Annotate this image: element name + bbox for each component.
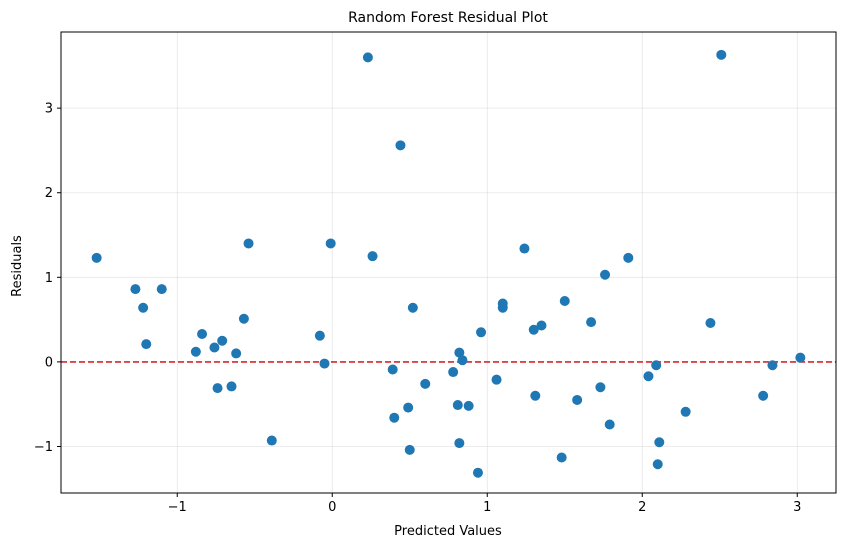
x-axis-ticks: −1 0 1 2 3	[168, 493, 801, 515]
scatter-point	[530, 390, 541, 401]
x-axis-label: Predicted Values	[394, 524, 502, 539]
plot-area-frame	[60, 31, 837, 494]
scatter-point	[536, 320, 547, 331]
scatter-point	[528, 324, 539, 335]
scatter-point	[266, 435, 277, 446]
scatter-point	[572, 394, 583, 405]
scatter-point	[454, 347, 465, 358]
scatter-point	[190, 346, 201, 357]
scatter-point	[623, 252, 634, 263]
scatter-point	[767, 360, 778, 371]
scatter-point	[156, 284, 167, 295]
scatter-point	[130, 284, 141, 295]
scatter-point	[243, 238, 254, 249]
scatter-point	[758, 390, 769, 401]
scatter-point	[389, 412, 400, 423]
x-tick-label: 2	[638, 500, 646, 515]
chart-title: Random Forest Residual Plot	[348, 10, 548, 26]
scatter-point	[795, 352, 806, 363]
scatter-point	[209, 342, 220, 353]
scatter-point	[362, 52, 373, 63]
scatter-point	[141, 339, 152, 350]
scatter-point	[643, 371, 654, 382]
scatter-point	[705, 317, 716, 328]
scatter-point	[420, 378, 431, 389]
y-tick-label: 3	[45, 102, 53, 117]
scatter-point	[600, 269, 611, 280]
scatter-point	[472, 467, 483, 478]
x-tick-label: 3	[793, 500, 801, 515]
scatter-point	[454, 438, 465, 449]
scatter-point	[595, 382, 606, 393]
y-tick-label: −1	[34, 440, 53, 455]
scatter-point	[395, 140, 406, 151]
scatter-point	[238, 313, 249, 324]
y-tick-label: 2	[45, 186, 53, 201]
scatter-point	[654, 437, 665, 448]
scatter-point	[680, 406, 691, 417]
scatter-point	[463, 400, 474, 411]
y-axis-label: Residuals	[10, 235, 25, 297]
x-tick-label: −1	[168, 500, 187, 515]
data-points	[91, 49, 806, 478]
scatter-point	[407, 302, 418, 313]
scatter-point	[314, 330, 325, 341]
scatter-point	[367, 251, 378, 262]
scatter-point	[716, 49, 727, 60]
scatter-point	[319, 358, 330, 369]
x-tick-label: 1	[483, 500, 491, 515]
scatter-point	[586, 317, 597, 328]
scatter-point	[476, 327, 487, 338]
y-axis-ticks: −1 0 1 2 3	[34, 102, 61, 455]
scatter-point	[217, 335, 228, 346]
scatter-point	[91, 252, 102, 263]
scatter-point	[457, 355, 468, 366]
scatter-point	[448, 367, 459, 378]
scatter-point	[325, 238, 336, 249]
scatter-point	[604, 419, 615, 430]
scatter-point	[138, 302, 149, 313]
scatter-point	[387, 364, 398, 375]
scatter-point	[519, 243, 530, 254]
scatter-point	[231, 348, 242, 359]
scatter-point	[652, 459, 663, 470]
grid-lines	[61, 32, 836, 493]
scatter-point	[226, 381, 237, 392]
scatter-point	[651, 360, 662, 371]
x-tick-label: 0	[328, 500, 336, 515]
scatter-point	[497, 302, 508, 313]
y-tick-label: 0	[45, 355, 53, 370]
scatter-point	[559, 295, 570, 306]
scatter-point	[556, 452, 567, 463]
scatter-point	[212, 383, 223, 394]
scatter-point	[197, 328, 208, 339]
scatter-point	[403, 402, 414, 413]
y-tick-label: 1	[45, 271, 53, 286]
scatter-point	[491, 374, 502, 385]
scatter-point	[404, 444, 415, 455]
scatter-point	[452, 400, 463, 411]
